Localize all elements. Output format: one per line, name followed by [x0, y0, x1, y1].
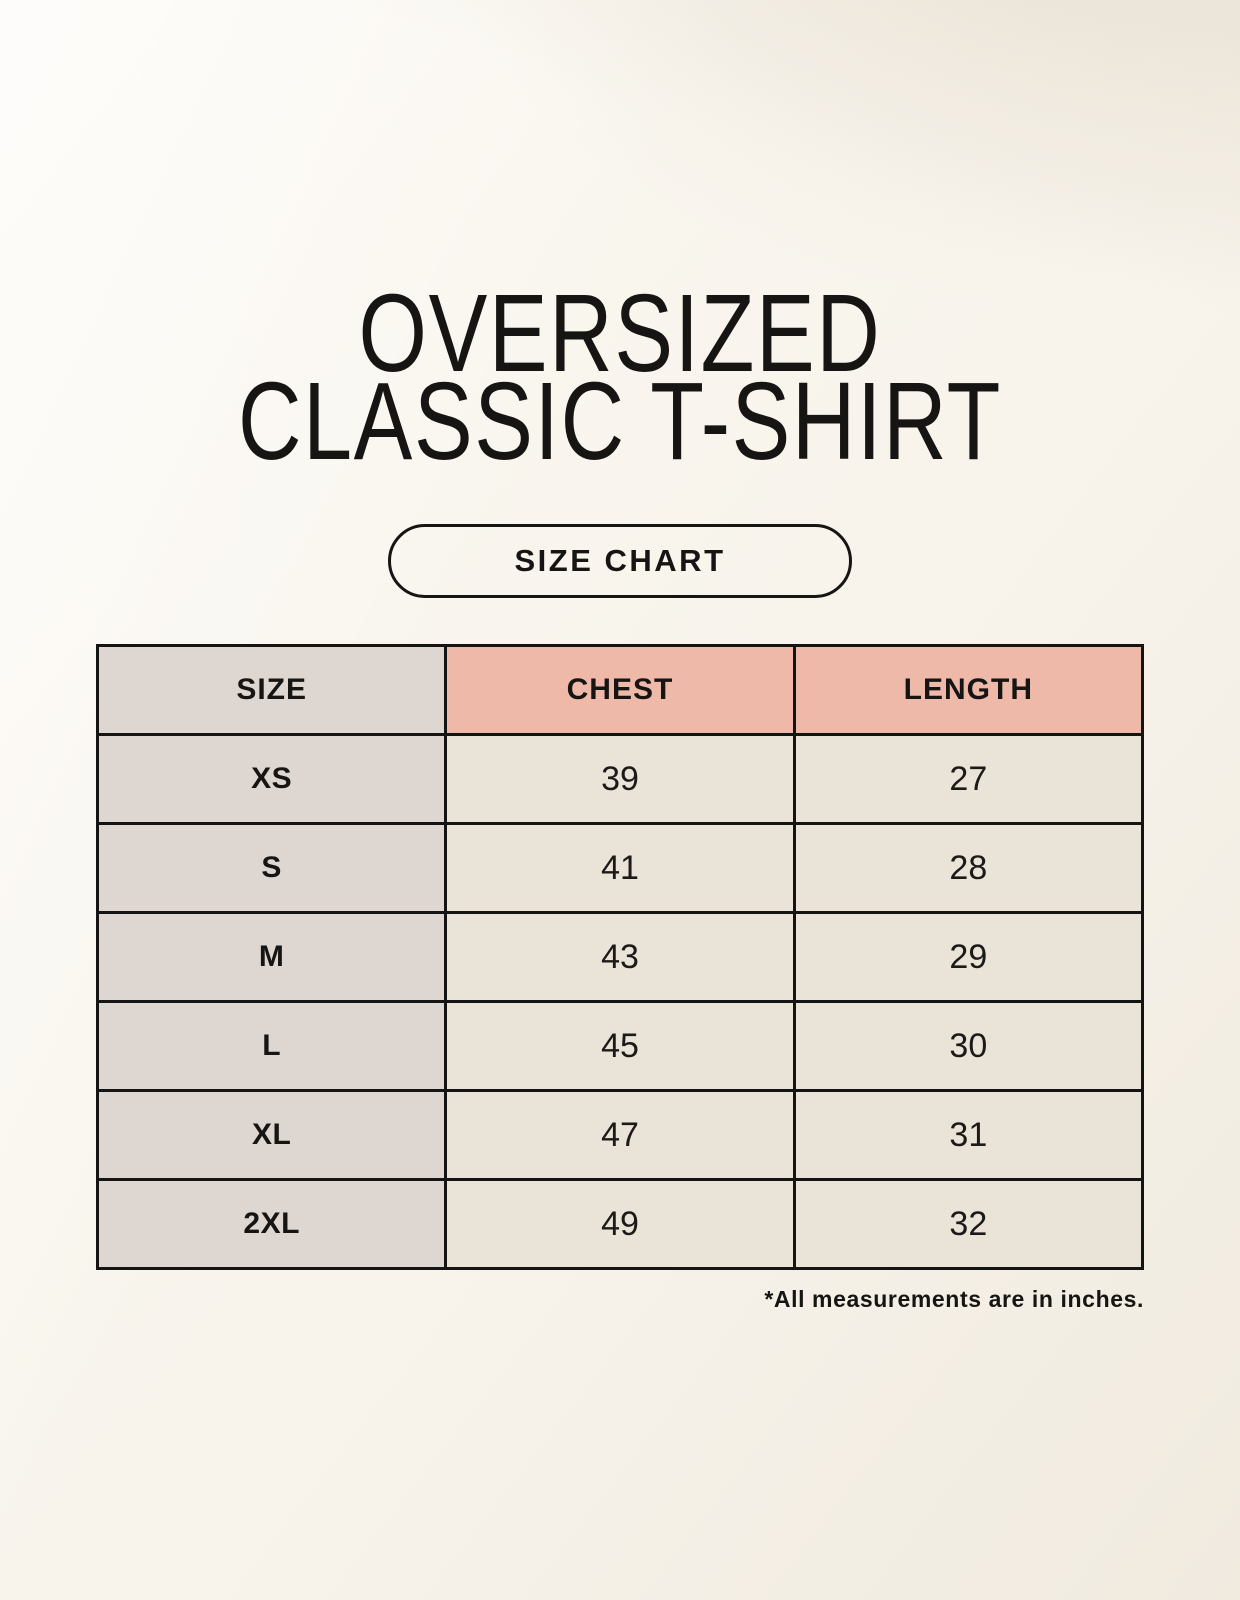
table-body: XS 39 27 S 41 28 M 43 29 L 45 30 — [95, 733, 1145, 1270]
table-row-s: S 41 28 — [95, 822, 1145, 914]
table-row-m: M 43 29 — [95, 911, 1145, 1003]
chest-value: 47 — [444, 1089, 796, 1181]
chest-value: 43 — [444, 911, 796, 1003]
length-value: 28 — [792, 822, 1145, 914]
length-value: 32 — [792, 1178, 1145, 1270]
size-label: L — [95, 1000, 448, 1092]
title-line-1: OVERSIZED — [358, 272, 882, 395]
title-line-2: CLASSIC T-SHIRT — [237, 360, 1003, 483]
chest-value: 39 — [444, 733, 796, 825]
chest-value: 41 — [444, 822, 796, 914]
size-label: M — [95, 911, 448, 1003]
length-value: 27 — [792, 733, 1145, 825]
chest-value: 45 — [444, 1000, 796, 1092]
size-chart-page: OVERSIZED CLASSIC T-SHIRT SIZE CHART SIZ… — [95, 0, 1145, 1313]
table-row-xs: XS 39 27 — [95, 733, 1145, 825]
table-header: SIZE CHEST LENGTH — [95, 644, 1145, 736]
length-value: 29 — [792, 911, 1145, 1003]
size-label: XS — [95, 733, 448, 825]
length-value: 31 — [792, 1089, 1145, 1181]
size-label: XL — [95, 1089, 448, 1181]
chest-value: 49 — [444, 1178, 796, 1270]
table-row-l: L 45 30 — [95, 1000, 1145, 1092]
size-chart-button-row: SIZE CHART — [96, 524, 1144, 598]
column-header-chest: CHEST — [444, 644, 796, 736]
column-header-size: SIZE — [95, 644, 448, 736]
table-header-row: SIZE CHEST LENGTH — [95, 644, 1145, 736]
size-chart-table-container: SIZE CHEST LENGTH XS 39 27 S 41 28 M — [95, 644, 1145, 1270]
table-row-xl: XL 47 31 — [95, 1089, 1145, 1181]
length-value: 30 — [792, 1000, 1145, 1092]
measurements-footnote: *All measurements are in inches. — [764, 1286, 1144, 1312]
size-chart-table: SIZE CHEST LENGTH XS 39 27 S 41 28 M — [95, 644, 1145, 1270]
size-label: S — [95, 822, 448, 914]
page-title: OVERSIZED CLASSIC T-SHIRT — [96, 0, 1144, 483]
table-row-2xl: 2XL 49 32 — [95, 1178, 1145, 1270]
column-header-length: LENGTH — [792, 644, 1145, 736]
size-label: 2XL — [95, 1178, 448, 1270]
size-chart-button-label: SIZE CHART — [514, 543, 726, 578]
size-chart-button[interactable]: SIZE CHART — [388, 524, 852, 598]
